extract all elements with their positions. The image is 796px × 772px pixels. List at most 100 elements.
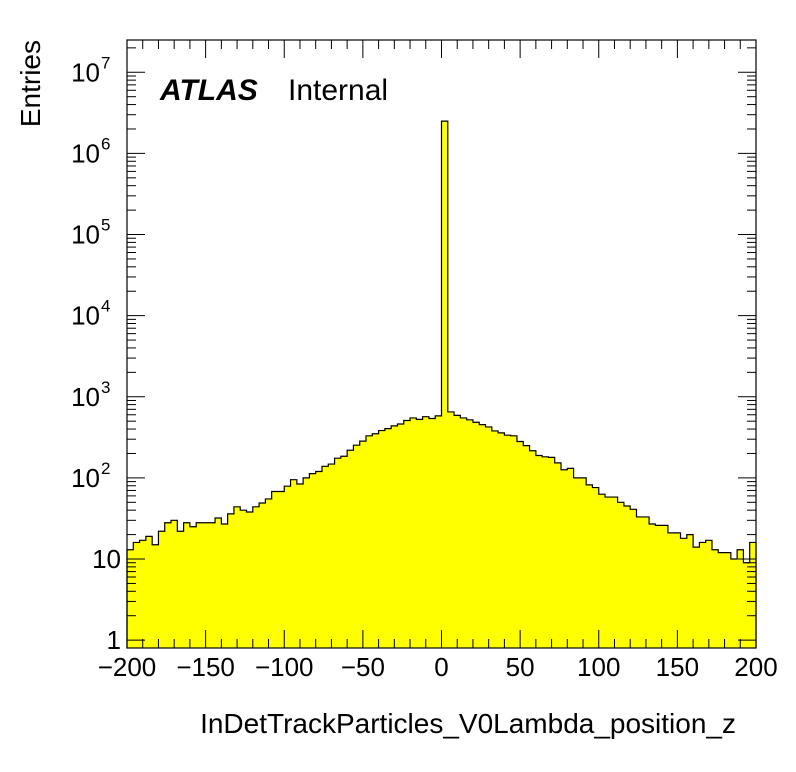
y-tick-label: 1: [107, 625, 121, 655]
histogram-bar: [693, 547, 700, 648]
x-axis-ticks: [126, 40, 757, 648]
histogram-bar: [661, 525, 669, 648]
histogram-bar: [171, 520, 178, 648]
x-tick-label: −150: [176, 652, 235, 682]
histogram-bar: [466, 419, 474, 648]
histogram-bar: [686, 534, 694, 648]
histogram-bar: [428, 418, 436, 648]
histogram-bar: [573, 477, 581, 648]
histogram-bar: [523, 445, 530, 648]
histogram-bar: [680, 538, 688, 648]
histogram-outline: [126, 120, 757, 648]
histogram-bar: [504, 435, 512, 648]
histogram-bar: [586, 484, 593, 648]
histogram-bar: [611, 497, 619, 648]
atlas-label: ATLAS: [159, 74, 258, 107]
histogram-bar: [498, 432, 505, 648]
histogram-bar: [737, 549, 744, 648]
histogram-bar: [724, 552, 732, 648]
x-tick-label: −50: [341, 652, 385, 682]
histogram-bar: [435, 415, 442, 648]
histogram-bar: [378, 430, 386, 648]
x-tick-label: 0: [434, 652, 448, 682]
histogram-bar: [127, 549, 134, 648]
histogram-bar: [711, 549, 719, 648]
histogram-bar: [340, 456, 348, 648]
histogram-bar: [529, 450, 537, 648]
histogram-bar: [548, 457, 556, 648]
histogram-bar: [743, 562, 751, 648]
histogram-bar: [397, 423, 405, 648]
histogram-bar: [649, 524, 656, 648]
histogram-bar: [391, 425, 398, 648]
histogram-bar: [315, 471, 323, 648]
y-tick-exponent: 3: [101, 378, 110, 397]
histogram-bar: [189, 526, 197, 648]
histogram-bar: [277, 491, 285, 648]
histogram-bar: [554, 462, 562, 648]
histogram-bar: [447, 411, 455, 648]
histogram-bar: [177, 531, 185, 648]
histogram-bar: [296, 484, 304, 648]
histogram-bar: [491, 430, 499, 648]
y-tick-exponent: 7: [101, 53, 110, 72]
histogram-bar: [133, 542, 140, 648]
y-tick-label: 10: [92, 544, 121, 574]
x-tick-label: 200: [734, 652, 777, 682]
x-tick-label: 150: [656, 652, 699, 682]
histogram-bar: [202, 522, 210, 648]
x-axis-title: InDetTrackParticles_V0Lambda_position_z: [200, 708, 736, 739]
histogram-bar: [730, 559, 738, 648]
histogram-bar: [479, 424, 486, 648]
histogram-bar: [542, 456, 549, 648]
histogram-bar: [265, 498, 273, 648]
y-tick-label: 10: [71, 301, 100, 331]
plot-area: [126, 39, 757, 649]
histogram-bar: [145, 536, 153, 648]
histogram-bar: [290, 479, 298, 648]
histogram-bar: [252, 506, 260, 648]
histogram-bar: [321, 466, 329, 648]
histogram-bar: [246, 511, 254, 648]
histogram-bar: [152, 544, 159, 648]
histogram-bar: [309, 473, 317, 648]
histogram-bar: [460, 417, 468, 648]
x-tick-label: −100: [255, 652, 314, 682]
histogram-bar: [441, 121, 449, 648]
histogram-bar: [749, 542, 757, 648]
histogram-bar: [233, 506, 241, 648]
histogram-bar: [271, 491, 279, 648]
histogram-bar: [579, 477, 587, 648]
histogram-bar: [347, 450, 354, 648]
histogram-bar: [630, 509, 637, 648]
histogram-bar: [699, 542, 707, 648]
internal-label: Internal: [288, 74, 388, 107]
histogram-bar: [410, 417, 417, 648]
histogram-bar: [158, 531, 166, 648]
histogram-bar: [636, 516, 644, 648]
histogram-bar: [623, 506, 631, 648]
histogram-bar: [372, 433, 379, 648]
histogram-bar: [303, 477, 310, 648]
y-tick-exponent: 5: [101, 216, 110, 235]
histogram-bar: [535, 455, 543, 648]
histogram-bar: [240, 510, 247, 648]
histogram-bar: [139, 540, 147, 648]
y-tick-label: 10: [71, 382, 100, 412]
histogram-bar: [642, 516, 650, 648]
histogram-bar: [416, 419, 424, 648]
histogram-bar: [472, 422, 480, 648]
y-axis-title: Entries: [15, 40, 46, 127]
histogram-bar: [259, 503, 266, 648]
y-tick-label: 10: [71, 220, 100, 250]
histogram-bar: [208, 522, 216, 648]
histogram-bar: [485, 426, 493, 648]
histogram-bar: [561, 469, 568, 648]
histogram-bar: [221, 524, 229, 648]
histogram-bar: [196, 522, 203, 648]
x-axis-tick-labels: −200 −150 −100 −50 0 50 100 150 200: [98, 652, 778, 682]
histogram-bar: [567, 468, 574, 648]
histogram-bar: [516, 441, 524, 648]
